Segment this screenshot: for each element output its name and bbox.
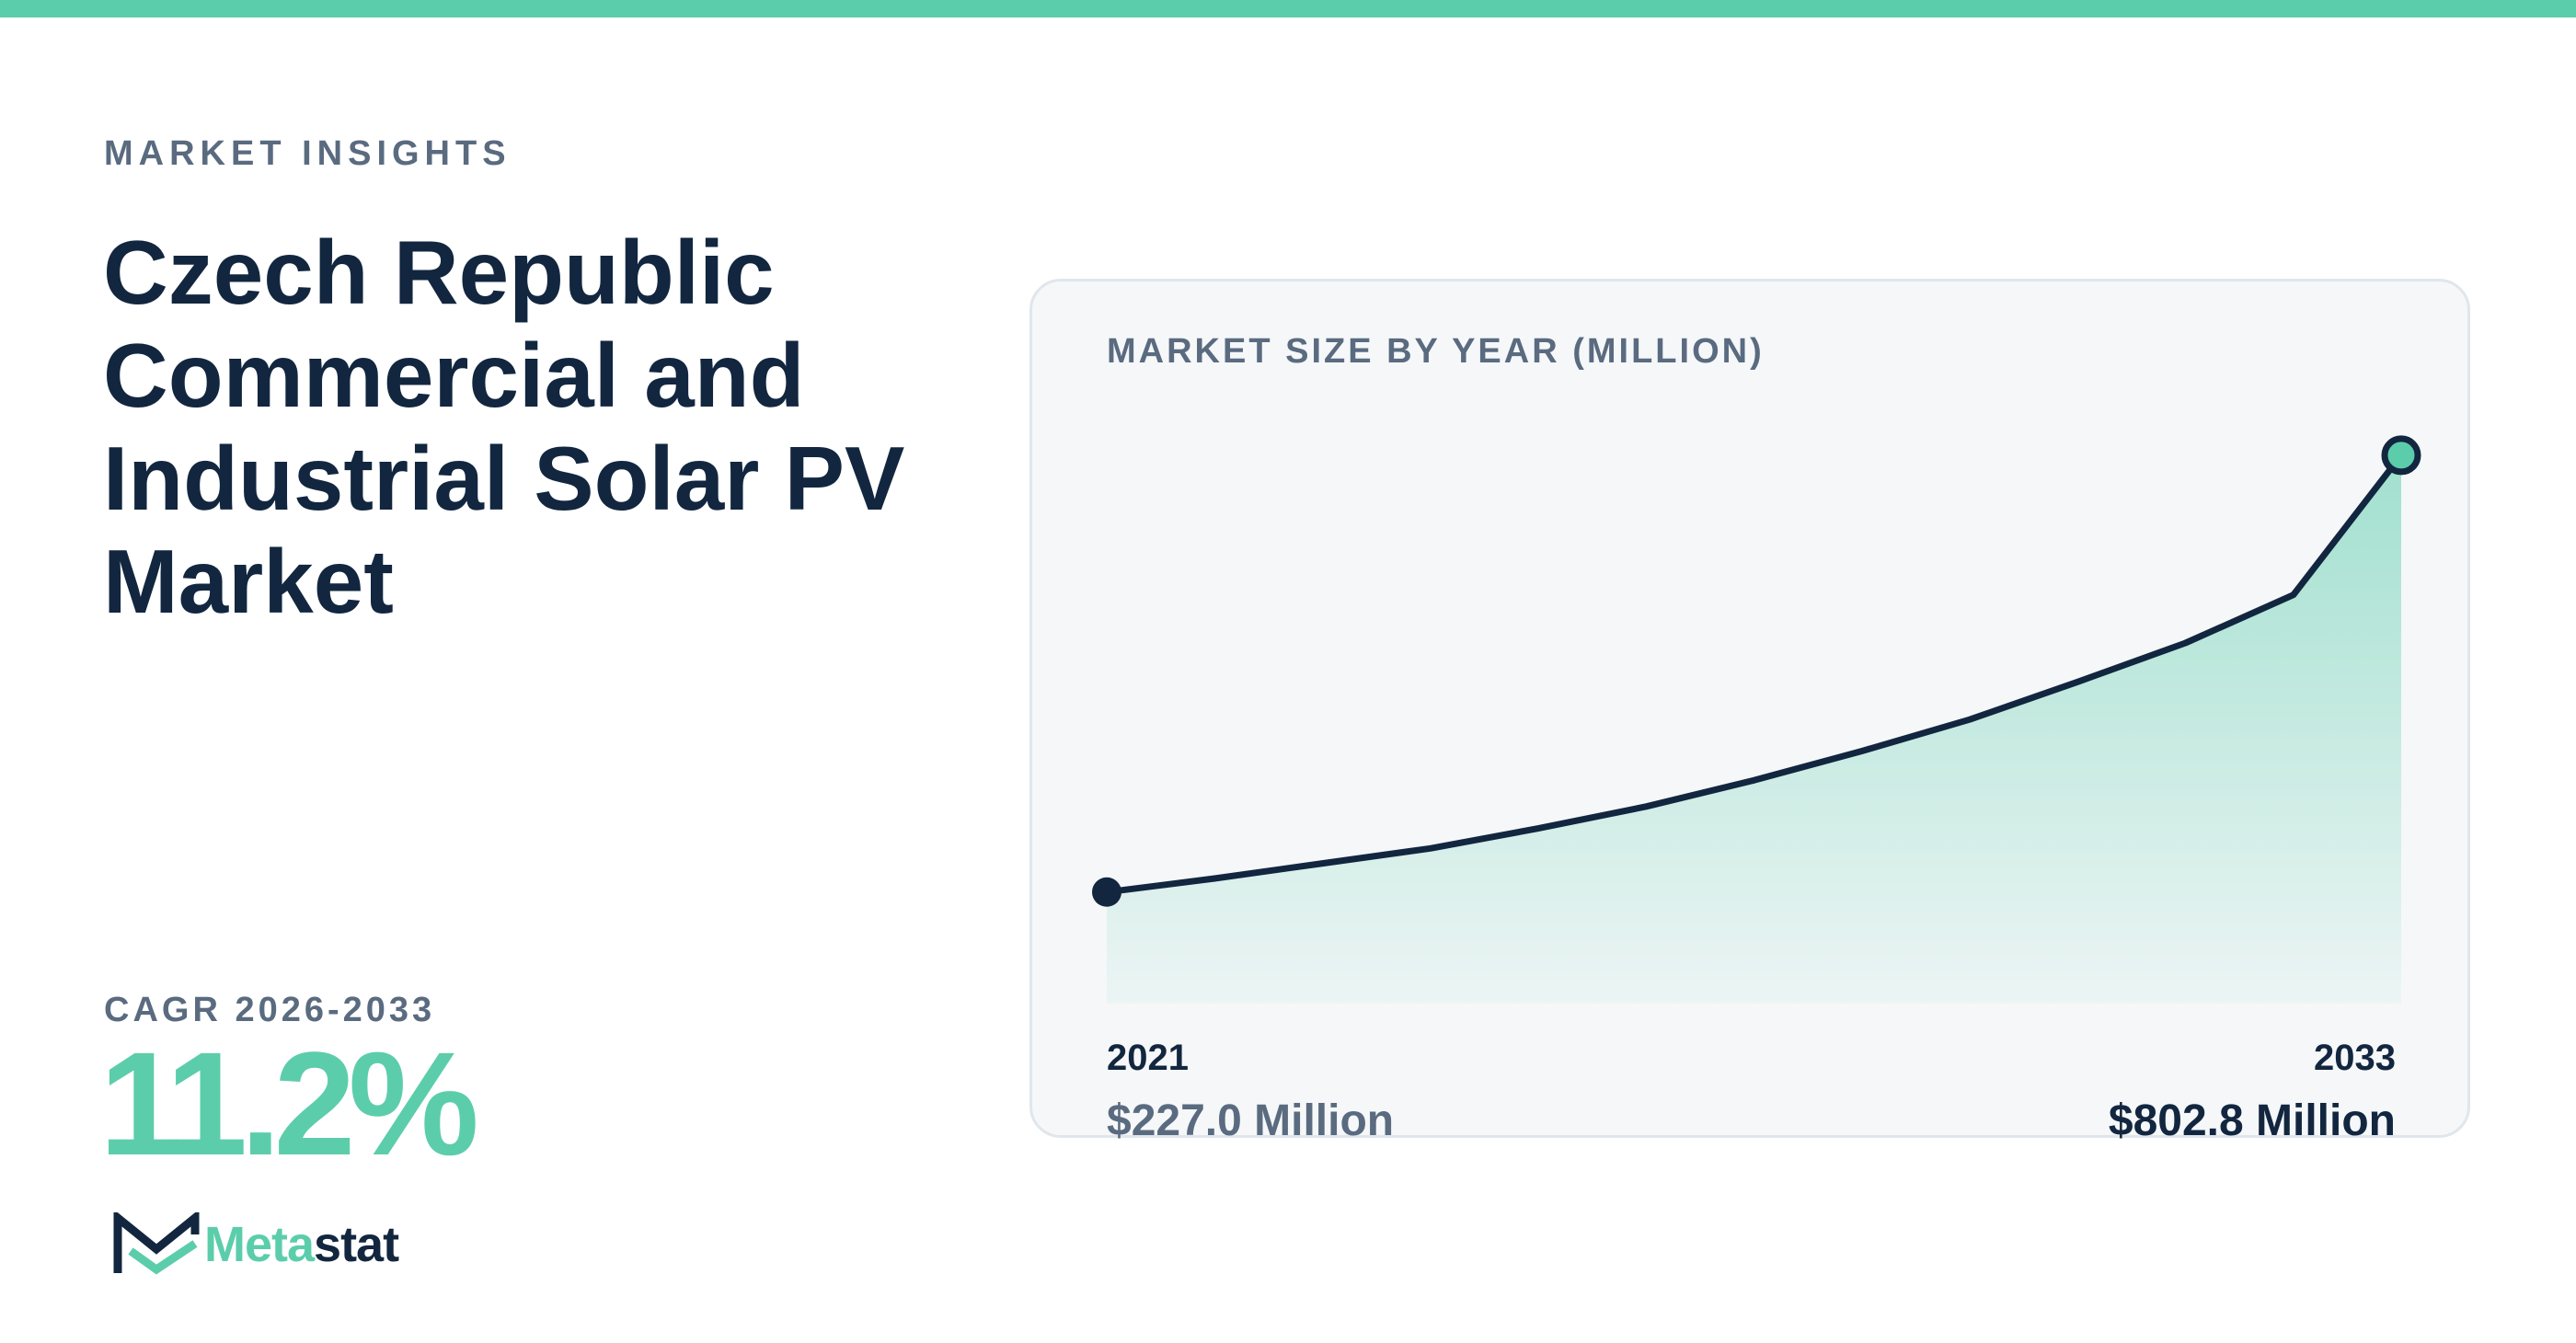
logo-wordmark-stat: stat (314, 1217, 399, 1272)
eyebrow-label: MARKET INSIGHTS (104, 134, 512, 173)
start-value-label: $227.0 Million (1107, 1096, 1395, 1145)
end-value-label: $802.8 Million (2108, 1096, 2396, 1145)
cagr-value: 11.2% (99, 1021, 479, 1186)
area-fill (1107, 454, 2401, 1004)
chart-title: MARKET SIZE BY YEAR (MILLION) (1107, 332, 1765, 371)
x-axis-start-year: 2021 (1107, 1038, 1189, 1078)
end-point (2381, 435, 2421, 476)
logo-wordmark-meta: Meta (204, 1217, 315, 1272)
start-point (1092, 877, 1121, 907)
page-title: Czech Republic Commercial and Industrial… (103, 222, 905, 632)
x-axis-end-year: 2033 (2314, 1038, 2396, 1078)
chart-card: MARKET SIZE BY YEAR (MILLION) 2021 2033 … (1029, 279, 2470, 1145)
metastat-logo: Metastat (112, 1212, 399, 1277)
logo-wordmark: Metastat (204, 1216, 399, 1273)
top-accent-bar (0, 0, 2576, 17)
series-line (1103, 452, 2405, 896)
market-size-chart (1092, 435, 2421, 1004)
metastat-logo-icon (113, 1212, 200, 1275)
cagr-label: CAGR 2026-2033 (104, 991, 436, 1029)
